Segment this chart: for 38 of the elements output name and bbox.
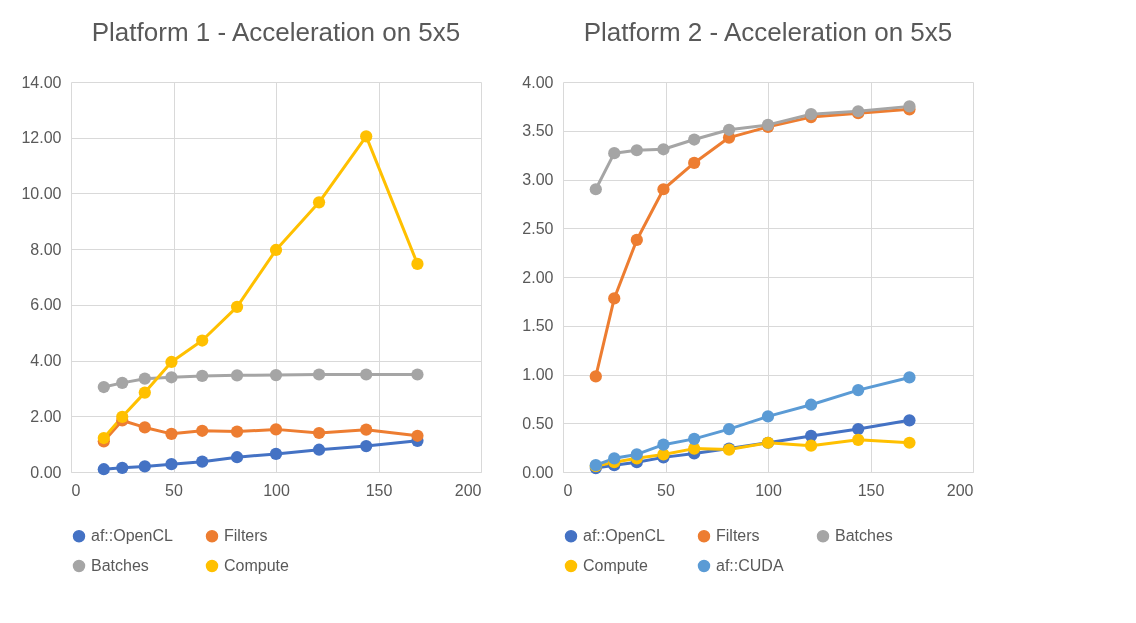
x-tick-label: 0 [563,481,573,499]
x-tick-label: 100 [755,481,782,499]
legend-label: Batches [91,557,149,574]
chart-title: Platform 1 - Acceleration on 5x5 [91,17,461,47]
legend-label: Batches [835,527,893,545]
y-tick-label: 4.00 [30,352,62,370]
legend-label: af::OpenCL [91,527,173,545]
y-tick-label: 2.00 [30,407,62,425]
y-tick-label: 6.00 [30,296,62,314]
x-tick-label: 50 [657,481,675,499]
y-tick-label: 8.00 [30,240,62,258]
legend-label: Compute [583,557,649,574]
y-tick-label: 3.50 [522,122,554,140]
x-tick-label: 200 [946,481,974,499]
y-tick-label: 1.50 [522,317,554,335]
y-tick-label: 2.50 [522,219,554,237]
x-tick-label: 200 [454,481,482,499]
y-tick-label: 12.00 [21,129,62,147]
y-tick-label: 3.00 [522,171,554,188]
legend-label: Filters [224,527,268,545]
y-tick-label: 0.50 [522,414,554,432]
legend-label: Filters [716,527,760,545]
y-tick-label: 10.00 [21,184,62,202]
y-tick-label: 1.00 [522,366,554,383]
y-tick-label: 14.00 [21,73,62,91]
y-tick-label: 4.00 [522,73,554,91]
chart-title: Platform 2 - Acceleration on 5x5 [583,17,953,47]
legend-label: Compute [224,557,290,574]
x-tick-label: 0 [71,481,81,499]
legend-label: af::OpenCL [583,527,665,545]
legend-label: af::CUDA [716,557,784,574]
x-tick-label: 150 [365,481,393,499]
x-tick-label: 50 [165,481,183,499]
y-tick-label: 0.00 [522,463,554,481]
y-tick-label: 0.00 [30,463,62,481]
x-tick-label: 100 [263,481,290,499]
x-tick-label: 150 [857,481,885,499]
y-tick-label: 2.00 [522,268,554,286]
